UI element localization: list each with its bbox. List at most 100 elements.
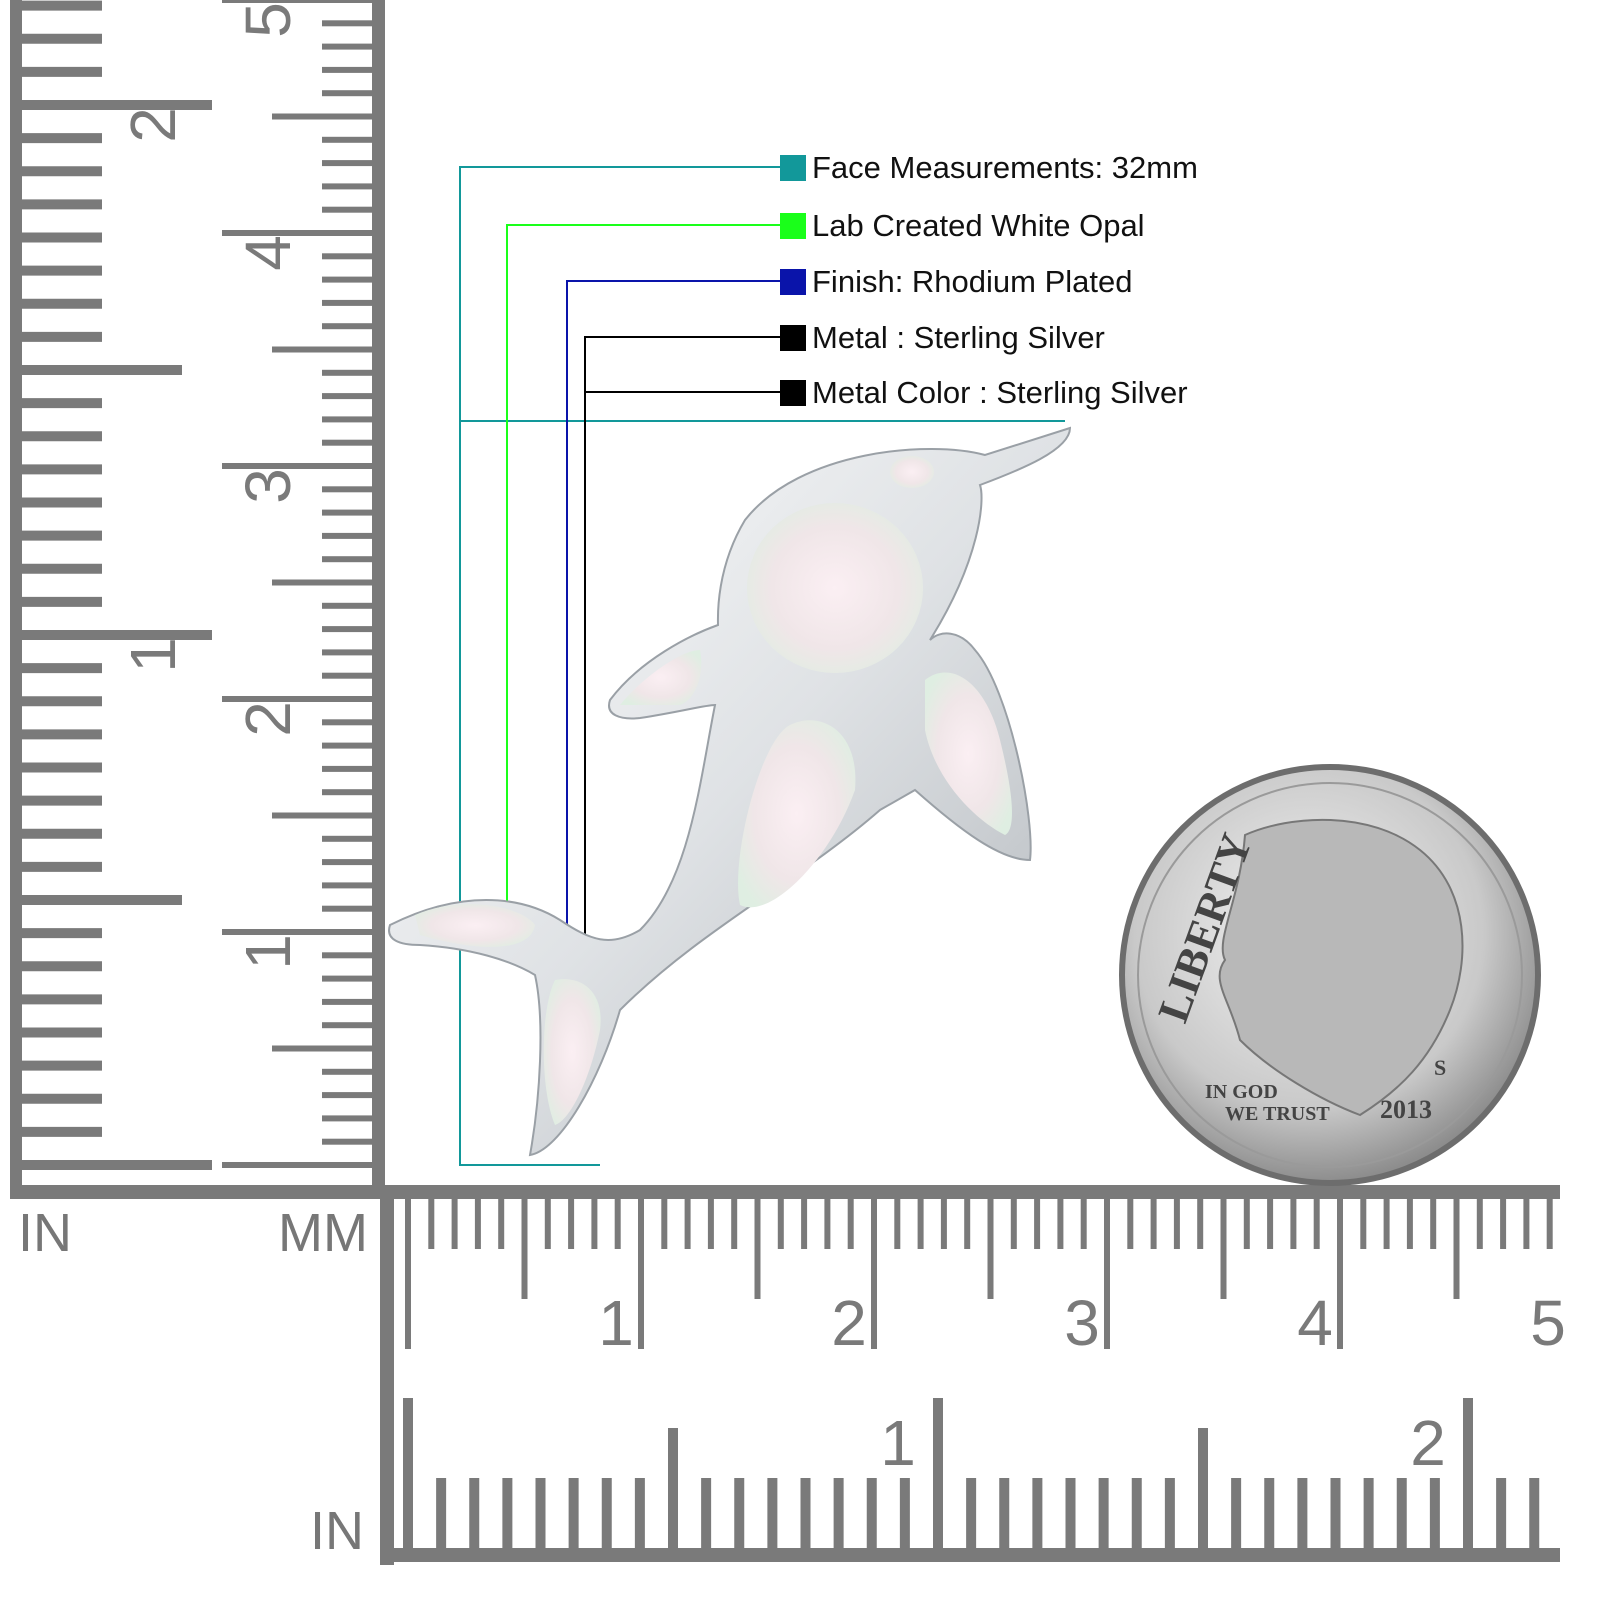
mm-tick: [222, 929, 372, 935]
inch-tick: [469, 1478, 480, 1548]
inch-tick: [22, 1126, 102, 1137]
mm-tick: [322, 183, 372, 190]
mm-tick: [661, 1199, 668, 1249]
mm-tick: [1243, 1199, 1250, 1249]
mm-tick: [1313, 1199, 1320, 1249]
inch-tick: [22, 795, 102, 806]
mm-tick: [638, 1199, 644, 1349]
inch-tick: [866, 1478, 877, 1548]
mm-tick: [322, 1022, 372, 1029]
mm-tick: [322, 136, 372, 143]
left-mm-unit-label: MM: [278, 1203, 368, 1263]
mm-tick: [222, 230, 372, 236]
mm-tick: [521, 1199, 528, 1299]
coin-motto-text-2: WE TRUST: [1225, 1103, 1330, 1125]
ruler-number: 4: [1297, 1287, 1333, 1359]
inch-tick: [1198, 1428, 1208, 1548]
mm-tick: [272, 1045, 372, 1052]
mm-tick: [964, 1199, 971, 1249]
inch-tick: [22, 0, 102, 11]
mm-tick: [1080, 1199, 1087, 1249]
mm-tick: [222, 0, 372, 3]
mm-tick: [322, 859, 372, 866]
ruler-number: 5: [1530, 1287, 1566, 1359]
mm-tick: [1267, 1199, 1274, 1249]
mm-tick: [474, 1199, 481, 1249]
mm-tick: [940, 1199, 947, 1249]
inch-tick: [22, 961, 102, 972]
inch-tick: [22, 166, 102, 177]
mm-tick: [428, 1199, 435, 1249]
mm-tick: [1523, 1199, 1530, 1249]
inch-tick: [22, 33, 102, 44]
mm-tick: [1406, 1199, 1413, 1249]
mm-tick: [322, 276, 372, 283]
inch-tick: [22, 133, 102, 144]
mm-tick: [322, 160, 372, 167]
ruler-number: 3: [1064, 1287, 1100, 1359]
inch-tick: [1264, 1478, 1275, 1548]
mm-tick: [987, 1199, 994, 1299]
mm-tick: [322, 952, 372, 959]
legend-face-measurements: Face Measurements: 32mm: [780, 150, 1198, 185]
mm-tick: [1383, 1199, 1390, 1249]
ruler-number: 1: [117, 637, 189, 673]
mm-tick: [322, 672, 372, 679]
mm-tick: [322, 998, 372, 1005]
inch-tick: [1065, 1478, 1076, 1548]
mm-tick: [272, 113, 372, 120]
inch-tick: [1463, 1398, 1473, 1548]
inch-tick: [634, 1478, 645, 1548]
inch-tick: [436, 1478, 447, 1548]
mm-tick: [322, 556, 372, 563]
mm-tick: [322, 1092, 372, 1099]
inch-tick: [22, 928, 102, 939]
inch-tick: [22, 1160, 212, 1170]
inch-tick: [1131, 1478, 1142, 1548]
mm-tick: [322, 602, 372, 609]
ruler-number: 1: [598, 1287, 634, 1359]
mm-tick: [222, 696, 372, 702]
mm-tick: [322, 649, 372, 656]
mm-tick: [801, 1199, 808, 1249]
mm-tick: [1337, 1199, 1343, 1349]
ruler-number: 3: [232, 468, 304, 504]
mm-tick: [1197, 1199, 1204, 1249]
legend-swatch: [780, 155, 806, 181]
inch-tick: [966, 1478, 977, 1548]
legend-swatch: [780, 269, 806, 295]
mm-tick: [1290, 1199, 1297, 1249]
coin-motto-text: IN GOD: [1205, 1081, 1278, 1103]
inch-tick: [22, 398, 102, 409]
inch-tick: [601, 1478, 612, 1548]
legend-swatch: [780, 213, 806, 239]
inch-tick: [22, 530, 102, 541]
inch-tick: [1429, 1478, 1440, 1548]
inch-tick: [22, 199, 102, 210]
mm-tick: [322, 486, 372, 493]
mm-tick: [544, 1199, 551, 1249]
inch-tick: [1231, 1478, 1242, 1548]
inch-tick: [1363, 1478, 1374, 1548]
mm-tick: [322, 1068, 372, 1075]
inch-tick: [22, 431, 102, 442]
inch-tick: [899, 1478, 910, 1548]
inch-tick: [1529, 1478, 1540, 1548]
ruler-number: 2: [1410, 1407, 1446, 1479]
inch-tick: [22, 232, 102, 243]
mm-tick: [731, 1199, 738, 1249]
mm-tick: [1360, 1199, 1367, 1249]
legend-opal: Lab Created White Opal: [780, 208, 1145, 243]
mm-tick: [322, 66, 372, 73]
inch-tick: [22, 100, 212, 110]
inch-tick: [22, 66, 102, 77]
inch-tick: [22, 663, 102, 674]
ruler-number: 2: [831, 1287, 867, 1359]
dime-coin: LIBERTY IN GOD WE TRUST 2013 S: [1119, 764, 1541, 1186]
mm-tick: [591, 1199, 598, 1249]
mm-tick: [322, 626, 372, 633]
ruler-number: 1: [232, 934, 304, 970]
mm-tick: [824, 1199, 831, 1249]
inch-tick: [22, 1060, 102, 1071]
inch-tick: [22, 365, 182, 375]
